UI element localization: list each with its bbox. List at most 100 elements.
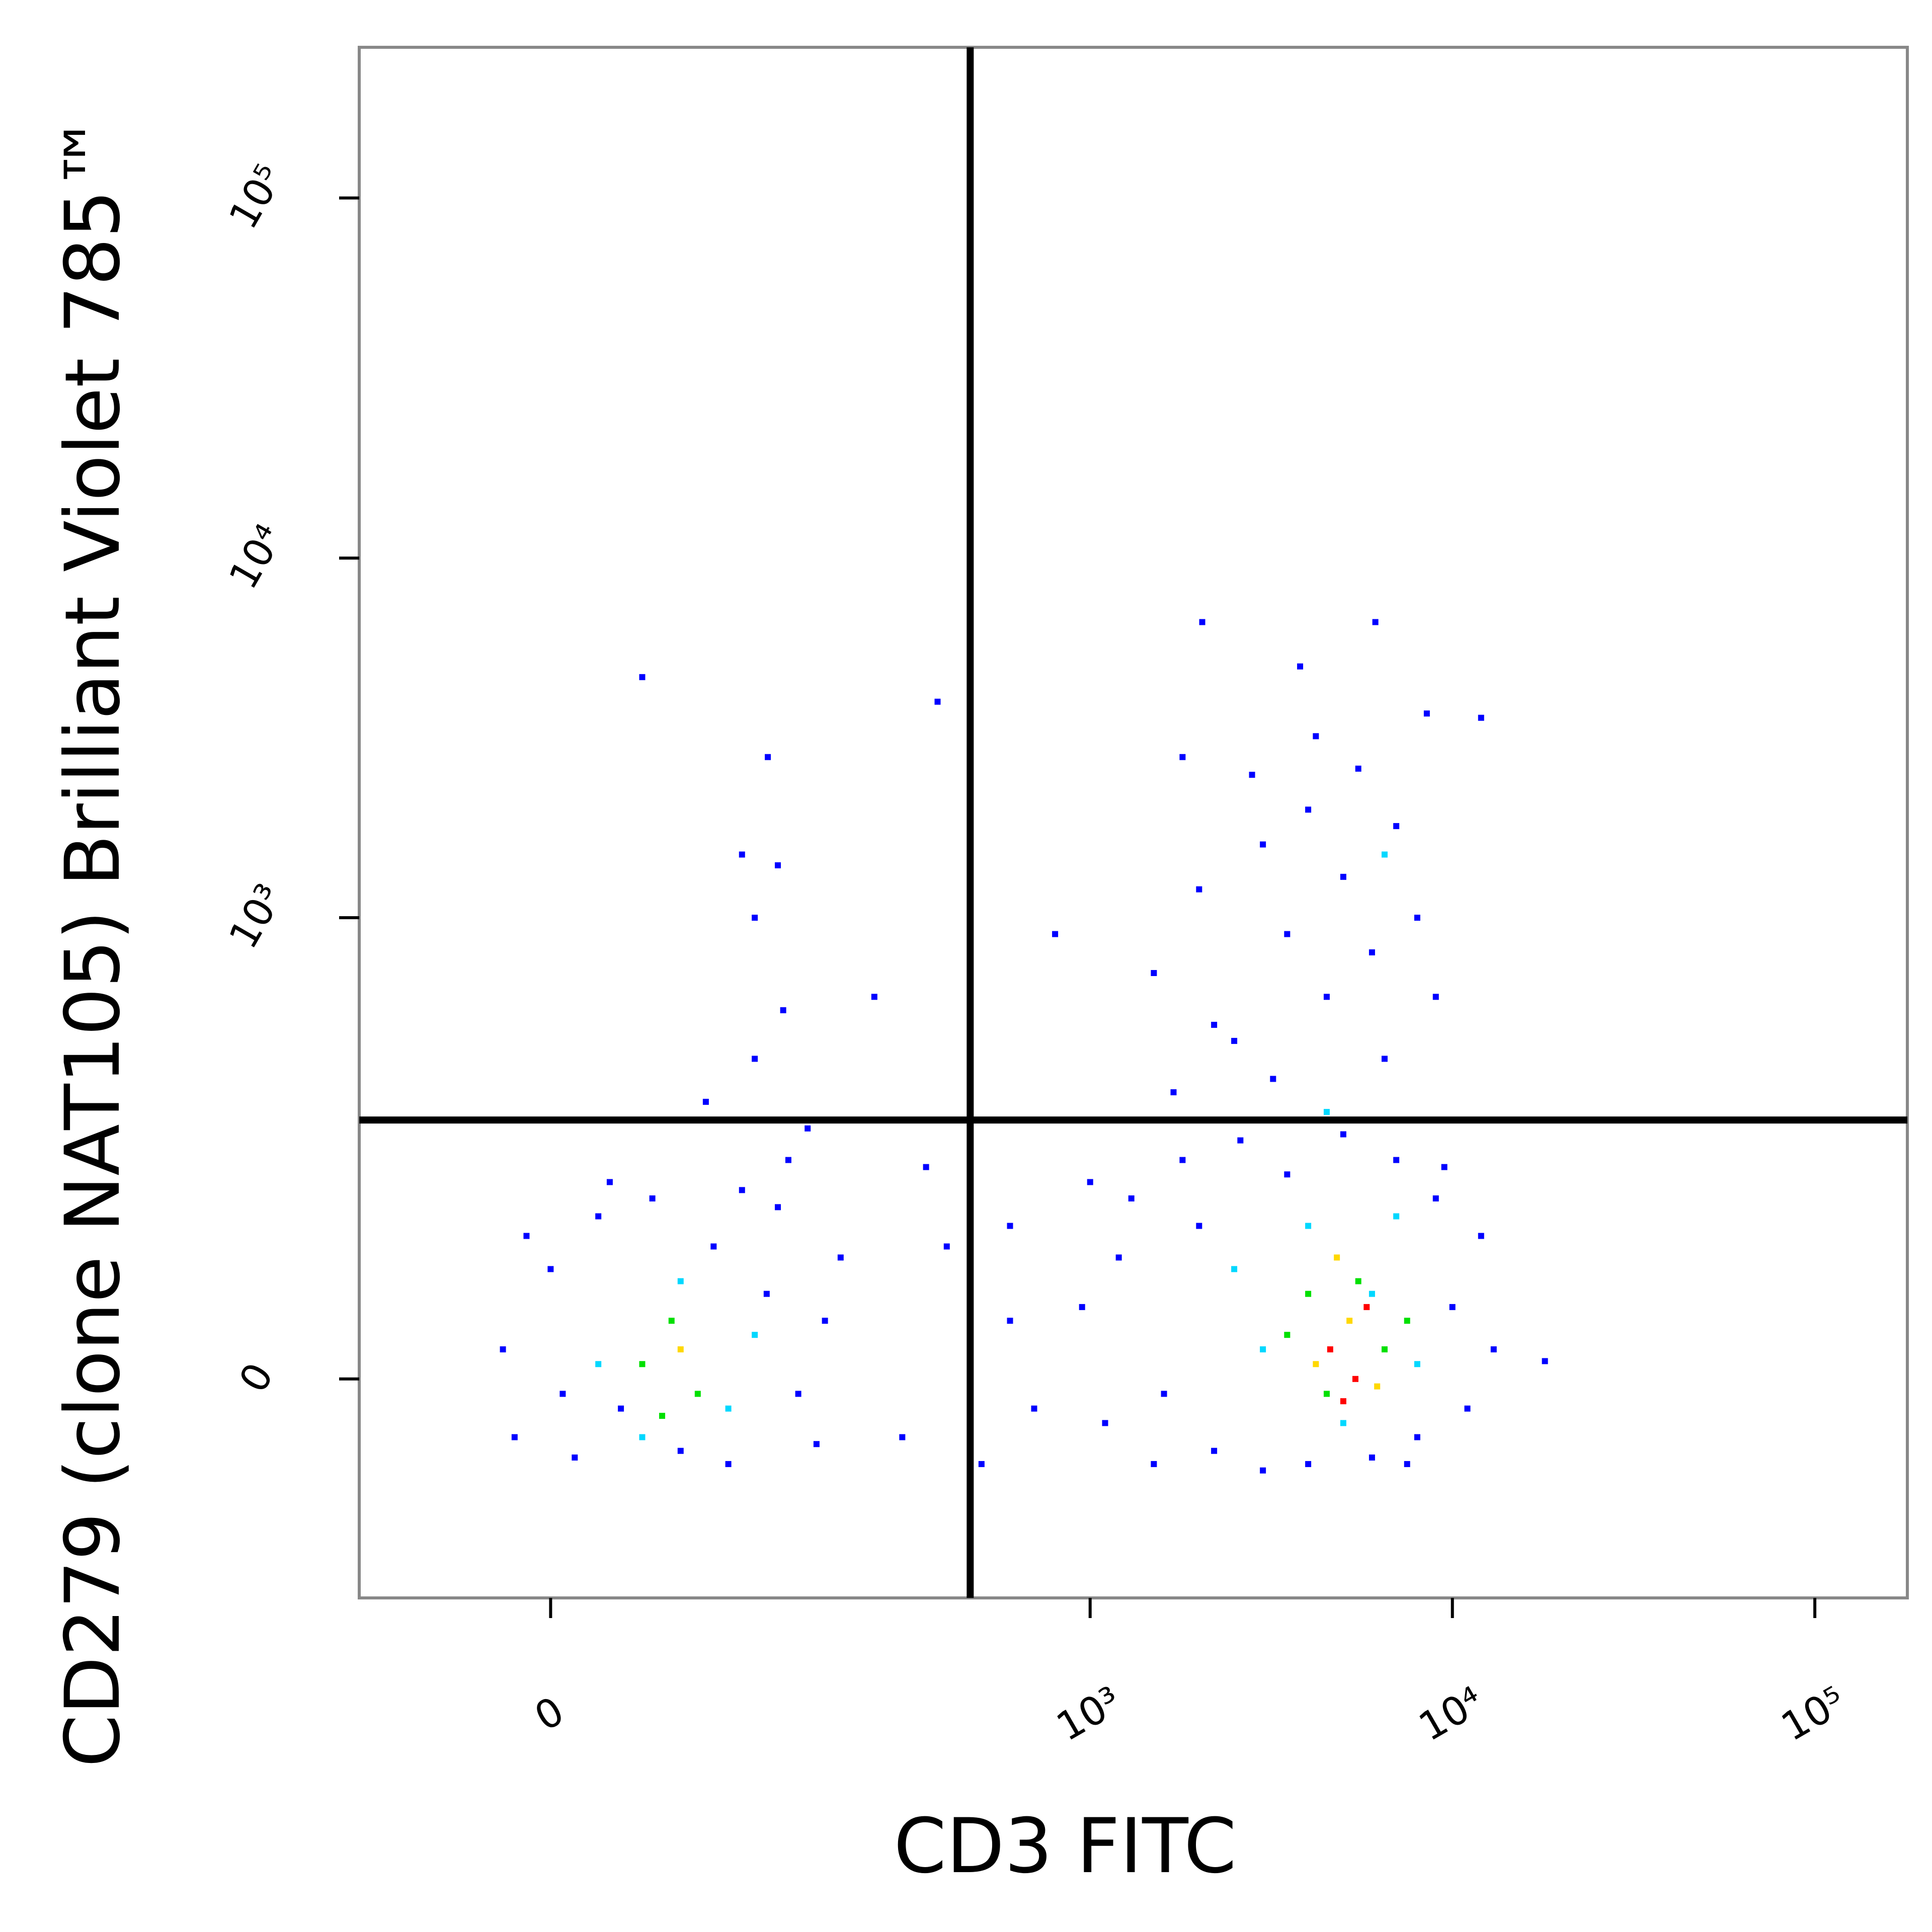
event-dot	[837, 1254, 844, 1261]
x-tick-label: 10⁴	[1411, 1678, 1491, 1750]
event-dot	[1340, 1420, 1346, 1426]
event-dot	[668, 1318, 675, 1324]
event-dot	[1323, 1391, 1330, 1397]
y-tick-label: 0	[231, 1356, 283, 1400]
event-dot	[763, 1291, 770, 1297]
event-dot	[1441, 1164, 1447, 1170]
event-dot	[1323, 994, 1330, 1000]
event-dot	[1355, 1278, 1361, 1284]
plot-frame	[358, 46, 1909, 1599]
event-dot	[1249, 771, 1255, 778]
event-dot	[765, 754, 771, 760]
event-dot	[1260, 841, 1266, 848]
event-dot	[659, 1413, 666, 1419]
event-dot	[978, 1461, 985, 1467]
event-dot	[1334, 1254, 1340, 1261]
event-dot	[1369, 949, 1375, 955]
y-tick-label: 10⁴	[220, 517, 292, 597]
event-dot	[1087, 1179, 1093, 1185]
event-dot	[1414, 915, 1420, 921]
event-dot	[639, 1361, 646, 1367]
event-dot	[725, 1405, 732, 1412]
event-dot	[1179, 754, 1186, 760]
x-tick-label: 0	[527, 1688, 572, 1740]
event-dot	[1237, 1137, 1244, 1144]
event-dot	[1393, 823, 1400, 829]
event-dot	[1305, 1223, 1312, 1229]
event-dot	[1305, 1291, 1312, 1297]
event-dot	[752, 915, 758, 921]
event-dot	[1052, 931, 1059, 937]
event-dot	[871, 994, 877, 1000]
event-dot	[934, 698, 941, 705]
event-dot	[813, 1441, 820, 1447]
event-dot	[511, 1434, 518, 1440]
event-dot	[1007, 1318, 1013, 1324]
event-dot	[739, 1187, 745, 1193]
event-dot	[1260, 1467, 1266, 1474]
event-dot	[677, 1346, 684, 1352]
event-dot	[1352, 1376, 1358, 1382]
y-axis-title: CD279 (clone NAT105) Brilliant Violet 78…	[49, 114, 137, 1767]
x-tick-label: 10³	[1049, 1678, 1129, 1750]
event-dot	[1284, 1171, 1291, 1178]
x-tick-label: 10⁵	[1774, 1678, 1854, 1750]
event-dot	[1369, 1291, 1375, 1297]
event-dot	[1340, 1398, 1346, 1405]
event-dot	[618, 1405, 624, 1412]
event-dot	[1374, 1383, 1381, 1390]
event-dot	[1372, 619, 1379, 625]
event-dot	[1381, 1056, 1388, 1062]
event-dot	[1305, 807, 1312, 813]
event-dot	[775, 862, 781, 868]
event-dot	[1381, 1346, 1388, 1352]
event-dot	[523, 1233, 530, 1239]
event-dot	[694, 1391, 701, 1397]
event-dot	[739, 851, 745, 858]
event-dot	[1170, 1089, 1177, 1095]
event-dot	[500, 1346, 506, 1352]
event-dot	[1196, 886, 1202, 893]
event-dot	[1079, 1304, 1085, 1310]
event-dot	[677, 1278, 684, 1284]
event-dot	[1007, 1223, 1013, 1229]
event-dot	[1542, 1358, 1548, 1364]
event-dot	[1355, 765, 1361, 772]
points	[500, 619, 1548, 1474]
event-dot	[725, 1461, 732, 1467]
event-dot	[1404, 1461, 1410, 1467]
event-dot	[1432, 994, 1439, 1000]
event-dot	[1297, 663, 1304, 670]
event-dot	[1414, 1361, 1420, 1367]
event-dot	[1211, 1021, 1218, 1028]
event-dot	[1432, 1195, 1439, 1201]
event-dot	[702, 1098, 709, 1105]
event-dot	[1414, 1434, 1420, 1440]
event-dot	[1323, 1109, 1330, 1115]
event-dot	[639, 674, 646, 680]
event-dot	[1313, 733, 1319, 740]
event-dot	[1102, 1420, 1108, 1426]
event-dot	[899, 1434, 906, 1440]
event-dot	[1404, 1318, 1410, 1324]
y-tick-label: 10⁵	[220, 157, 292, 236]
event-dot	[1270, 1076, 1276, 1082]
event-dot	[804, 1125, 811, 1132]
event-dot	[1231, 1037, 1238, 1044]
event-dot	[943, 1243, 950, 1250]
event-dot	[1128, 1195, 1135, 1201]
event-dot	[1199, 619, 1205, 625]
event-dot	[1478, 714, 1484, 721]
event-dot	[710, 1243, 717, 1250]
event-dot	[639, 1434, 646, 1440]
event-dot	[1196, 1223, 1202, 1229]
event-dot	[1031, 1405, 1037, 1412]
event-dot	[595, 1213, 602, 1220]
event-dot	[649, 1195, 656, 1201]
event-dot	[1393, 1157, 1400, 1163]
y-tick-label: 10³	[220, 877, 292, 956]
event-dot	[1363, 1304, 1370, 1310]
event-dot	[1231, 1266, 1238, 1272]
event-dot	[1423, 710, 1430, 717]
